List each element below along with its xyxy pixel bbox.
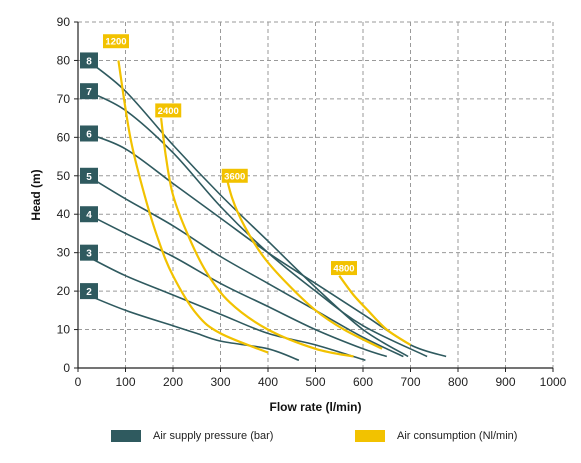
y-tick-label: 50	[57, 169, 71, 183]
pressure-label-box	[80, 125, 98, 142]
pressure-label-6: 6	[80, 125, 98, 142]
y-tick-label: 70	[57, 92, 71, 106]
pressure-curves	[86, 59, 447, 362]
legend-item-pressure: Air supply pressure (bar)	[111, 430, 273, 442]
pressure-label-8: 8	[80, 52, 98, 69]
pressure-curve-4	[87, 213, 388, 358]
y-tick-label: 40	[57, 207, 71, 221]
pressure-curve-2	[87, 294, 300, 362]
legend-item-air: Air consumption (Nl/min)	[355, 430, 517, 442]
pressure-label-7: 7	[80, 83, 98, 100]
pressure-label-3: 3	[80, 244, 98, 261]
x-tick-label: 800	[448, 375, 468, 389]
pressure-label-text: 7	[86, 87, 92, 98]
pressure-label-2: 2	[80, 283, 98, 300]
air-curve-4800	[338, 275, 412, 346]
x-tick-label: 200	[163, 375, 183, 389]
y-tick-label: 80	[57, 53, 71, 67]
x-tick-label: 700	[400, 375, 420, 389]
pressure-label-box	[80, 206, 98, 223]
x-axis-label: Flow rate (l/min)	[269, 400, 361, 414]
y-tick-label: 60	[57, 130, 71, 144]
air-label-1200: 1200	[103, 34, 129, 49]
air-curve-2400	[160, 117, 354, 358]
air-consumption-curves	[117, 60, 412, 358]
legend-label-air: Air consumption (Nl/min)	[397, 430, 518, 442]
y-tick-labels: 0 10 20 30 40 50 60 70 80 90	[57, 15, 78, 375]
legend-label-pressure: Air supply pressure (bar)	[153, 430, 274, 442]
pressure-label-text: 4	[86, 210, 92, 221]
pressure-curve-3	[87, 255, 366, 362]
air-label-text: 4800	[333, 264, 354, 275]
air-label-box	[221, 168, 248, 183]
pressure-label-text: 5	[86, 172, 92, 183]
legend: Air supply pressure (bar) Air consumptio…	[0, 430, 581, 450]
pressure-label-text: 2	[86, 287, 92, 298]
pump-performance-chart: 0 100 200 300 400 500 600 700 800 900 1000 0102030…	[29, 15, 567, 414]
pressure-label-box	[80, 167, 98, 184]
pressure-curve-6	[87, 132, 447, 358]
air-label-text: 3600	[224, 171, 245, 182]
air-label-box	[103, 34, 129, 49]
pressure-label-5: 5	[80, 167, 98, 184]
grid	[78, 21, 554, 368]
air-curve-1200	[117, 60, 269, 354]
pressure-curve-5	[87, 175, 404, 358]
x-tick-label: 400	[258, 375, 278, 389]
pressure-label-box	[80, 52, 98, 69]
pressure-label-text: 8	[86, 56, 92, 67]
x-tick-label: 500	[305, 375, 325, 389]
pressure-label-4: 4	[80, 206, 98, 223]
x-tick-label: 100	[115, 375, 135, 389]
y-tick-label: 90	[57, 15, 71, 29]
air-label-box	[331, 261, 357, 276]
y-axis-label: Head (m)	[29, 169, 43, 220]
x-tick-labels: 0 100 200 300 400 500 600 700 800 900 1000	[75, 368, 567, 389]
air-label-box	[155, 103, 182, 118]
pressure-curve-7	[87, 90, 428, 358]
y-tick-label: 10	[57, 323, 71, 337]
air-curve-3600	[224, 171, 383, 350]
legend-swatch-air	[355, 430, 385, 442]
x-tick-label: 0	[75, 375, 82, 389]
y-tick-label: 0	[63, 361, 70, 375]
pressure-label-text: 3	[86, 249, 92, 260]
pressure-label-box	[80, 283, 98, 300]
y-tick-label: 30	[57, 246, 71, 260]
air-labels: 1200 2400 3600 4800	[103, 34, 357, 276]
air-label-3600: 3600	[221, 168, 248, 183]
air-label-2400: 2400	[155, 103, 182, 118]
air-label-4800: 4800	[331, 261, 357, 276]
pressure-label-box	[80, 83, 98, 100]
pressure-curve-8	[86, 59, 409, 358]
air-label-text: 2400	[158, 106, 179, 117]
air-label-text: 1200	[105, 37, 126, 48]
pressure-label-box	[80, 244, 98, 261]
x-tick-label: 600	[353, 375, 373, 389]
pressure-labels: 8 7 6 5 4 3 2	[80, 52, 98, 300]
legend-swatch-pressure	[111, 430, 141, 442]
x-tick-label: 300	[210, 375, 230, 389]
y-tick-label: 20	[57, 284, 71, 298]
x-tick-label: 900	[495, 375, 515, 389]
x-tick-label: 1000	[540, 375, 567, 389]
pressure-label-text: 6	[86, 129, 92, 140]
